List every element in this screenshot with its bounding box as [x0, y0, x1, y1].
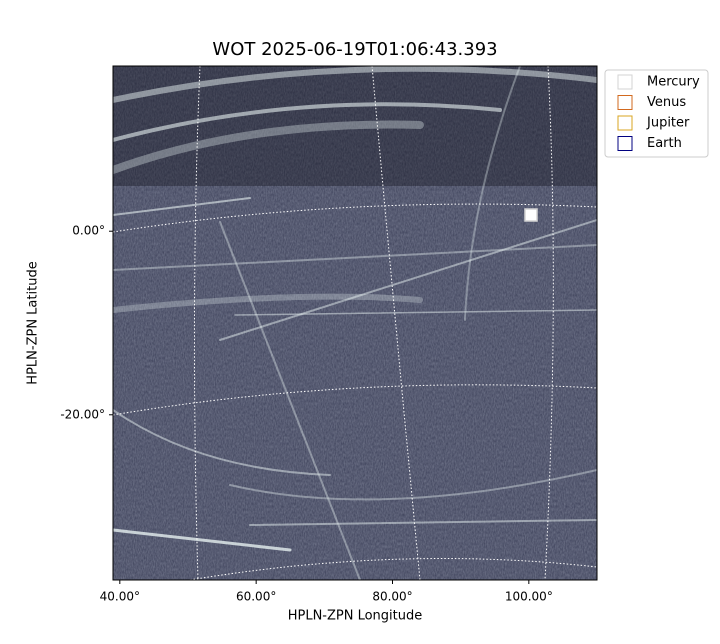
- x-tick-label: 80.00°: [372, 590, 412, 604]
- image: [113, 66, 597, 580]
- y-axis-label: HPLN-ZPN Latitude: [26, 261, 41, 384]
- axes-frame: [112, 65, 598, 581]
- legend-label: Venus: [647, 95, 686, 110]
- legend-swatch: [617, 95, 633, 110]
- chart-title: WOT 2025-06-19T01:06:43.393: [212, 39, 497, 60]
- legend-swatch: [617, 74, 633, 90]
- legend-label: Earth: [647, 136, 682, 151]
- legend-label: Jupiter: [646, 116, 690, 131]
- x-tick-label: 100.00°: [505, 590, 553, 604]
- legend: Mercury Venus Jupiter Earth: [604, 69, 709, 158]
- x-axis-label: HPLN-ZPN Longitude: [288, 609, 423, 624]
- legend-swatch: [617, 115, 633, 131]
- y-tick-label: 0.00°: [72, 224, 105, 238]
- y-tick-label: -20.00°: [60, 407, 105, 421]
- x-tick-label: 40.00°: [100, 590, 140, 604]
- legend-label: Mercury: [647, 75, 700, 90]
- x-tick-label: 60.00°: [236, 590, 276, 604]
- legend-swatch: [617, 136, 633, 151]
